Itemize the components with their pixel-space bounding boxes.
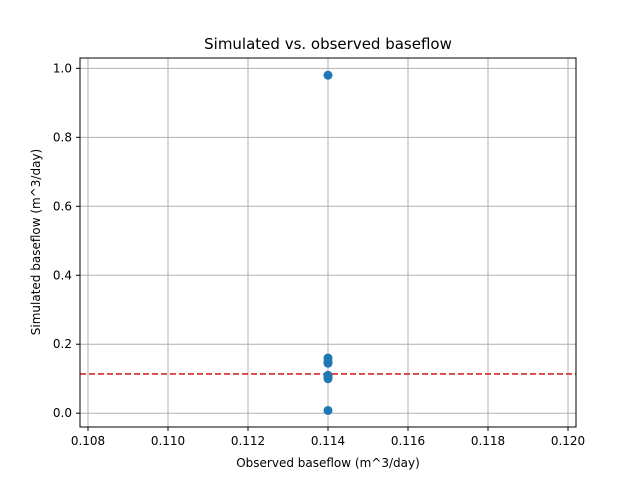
grid-layer	[80, 58, 576, 427]
ticks-layer: 0.108 0.110 0.112 0.114 0.116 0.118 0.120 0.0 0.…	[53, 61, 585, 448]
x-tick-label: 0.120	[551, 434, 585, 448]
y-tick-label: 1.0	[53, 61, 72, 75]
x-tick-label: 0.108	[71, 434, 105, 448]
y-tick-label: 0.0	[53, 406, 72, 420]
y-tick-label: 0.4	[53, 268, 72, 282]
data-point	[323, 358, 333, 368]
x-tick-label: 0.118	[471, 434, 505, 448]
x-tick-label: 0.114	[311, 434, 345, 448]
points-layer	[323, 70, 333, 415]
y-tick-label: 0.6	[53, 199, 72, 213]
x-tick-label: 0.112	[231, 434, 265, 448]
x-axis-label: Observed baseflow (m^3/day)	[236, 456, 420, 470]
y-tick-label: 0.2	[53, 337, 72, 351]
data-point	[323, 405, 333, 415]
x-tick-label: 0.110	[151, 434, 185, 448]
data-point	[323, 70, 333, 80]
x-tick-label: 0.116	[391, 434, 425, 448]
y-axis-label: Simulated baseflow (m^3/day)	[29, 149, 43, 335]
data-point	[323, 374, 333, 384]
chart-title: Simulated vs. observed baseflow	[204, 35, 452, 53]
y-tick-label: 0.8	[53, 130, 72, 144]
